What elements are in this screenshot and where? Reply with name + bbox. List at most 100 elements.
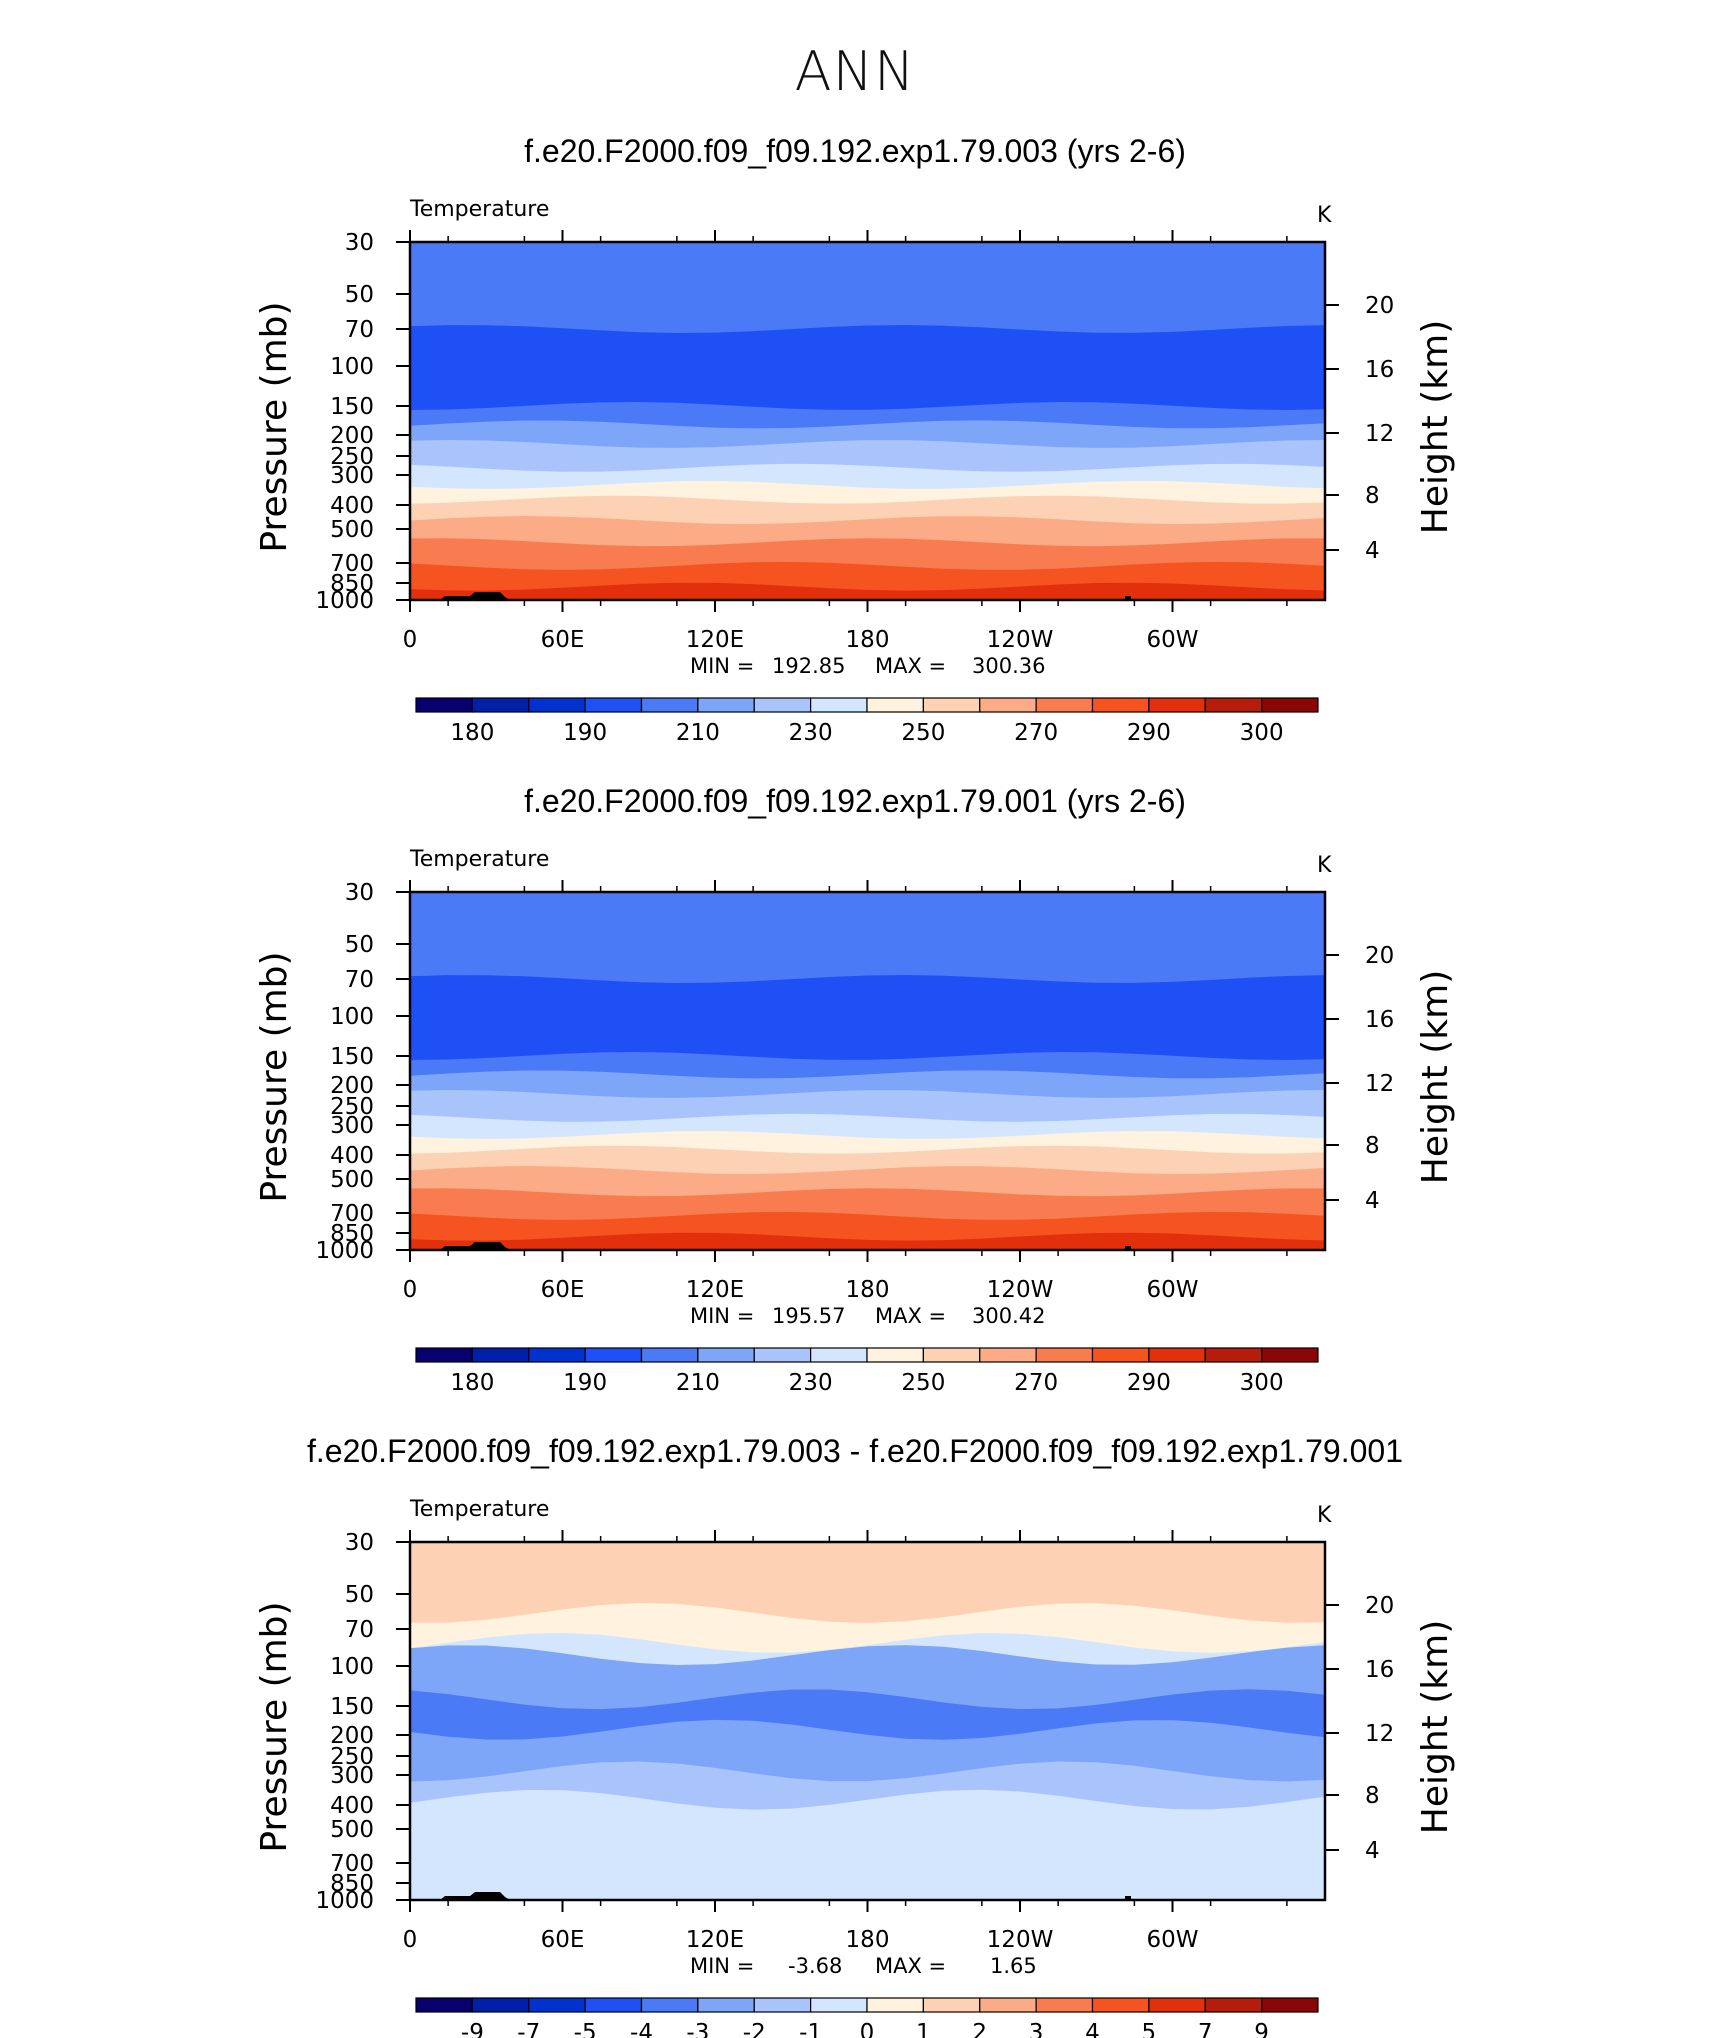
min-label: MIN = (690, 1954, 754, 1978)
colorbar-box (415, 697, 473, 713)
y-tick-label: 70 (345, 967, 374, 993)
y-tick-label: 500 (330, 517, 374, 543)
x-tick-label: 60W (1146, 1927, 1198, 1953)
colorbar-label: 180 (450, 720, 494, 746)
height-tick-label: 12 (1365, 1721, 1394, 1747)
chart-panel-1: f.e20.F2000.f09_f09.192.exp1.79.003 (yrs… (254, 133, 1456, 746)
height-tick-label: 16 (1365, 357, 1394, 383)
colorbar-box (528, 1997, 586, 2013)
colorbar-label: -4 (630, 2020, 653, 2038)
min-value: -3.68 (788, 1954, 842, 1978)
colorbar-box (1261, 697, 1319, 713)
panel-title: f.e20.F2000.f09_f09.192.exp1.79.003 - f.… (307, 1433, 1403, 1469)
topography (440, 1892, 510, 1900)
colorbar-box (1261, 1997, 1319, 2013)
height-tick-label: 4 (1365, 1188, 1380, 1214)
max-value: 1.65 (990, 1954, 1037, 1978)
y-tick-label: 1000 (315, 588, 374, 614)
y-tick-label: 70 (345, 1617, 374, 1643)
colorbar-box (697, 697, 755, 713)
y-tick-label: 300 (330, 1763, 374, 1789)
y-tick-label: 850 (330, 1221, 374, 1247)
colorbar-box (584, 697, 643, 713)
y-axis-title: Pressure (mb) (254, 1601, 295, 1852)
contour-field (410, 242, 1325, 600)
height-tick-label: 20 (1365, 943, 1394, 969)
colorbar-box (1035, 1347, 1094, 1363)
colorbar-box (810, 1347, 868, 1363)
colorbar-box (471, 697, 530, 713)
colorbar-box (528, 1347, 586, 1363)
y-tick-label: 700 (330, 551, 374, 577)
colorbar-label: -7 (517, 2020, 540, 2038)
colorbar-box (1035, 1997, 1094, 2013)
colorbar-box (1148, 697, 1206, 713)
min-value: 192.85 (772, 654, 845, 678)
x-tick-label: 0 (403, 627, 418, 653)
x-tick-label: 60E (541, 1277, 585, 1303)
colorbar-box (866, 1997, 924, 2013)
max-label: MAX = (875, 1954, 946, 1978)
x-tick-label: 180 (846, 1277, 890, 1303)
y-tick-label: 700 (330, 1201, 374, 1227)
colorbar-box (471, 1347, 530, 1363)
y-axis-title-right: Height (km) (1415, 320, 1456, 534)
y-tick-label: 300 (330, 1113, 374, 1139)
panel-title: f.e20.F2000.f09_f09.192.exp1.79.001 (yrs… (524, 783, 1186, 819)
max-value: 300.36 (972, 654, 1045, 678)
colorbar-box (584, 1347, 643, 1363)
max-value: 300.42 (972, 1304, 1045, 1328)
y-tick-label: 1000 (315, 1238, 374, 1264)
colorbar-box (697, 1347, 755, 1363)
y-tick-label: 250 (330, 1744, 374, 1770)
colorbar-box (922, 697, 981, 713)
colorbar-label: 250 (901, 720, 945, 746)
height-tick-label: 20 (1365, 1593, 1394, 1619)
height-tick-label: 8 (1365, 1783, 1380, 1809)
y-axis-title-right: Height (km) (1415, 1620, 1456, 1834)
y-tick-label: 500 (330, 1167, 374, 1193)
colorbar-box (810, 697, 868, 713)
y-axis-title: Pressure (mb) (254, 301, 295, 552)
topography (1125, 1246, 1131, 1250)
height-tick-label: 4 (1365, 538, 1380, 564)
figure-title: ANN (794, 40, 916, 103)
colorbar-box (810, 1997, 868, 2013)
colorbar-box (640, 697, 699, 713)
colorbar-box (1091, 1347, 1150, 1363)
colorbar-label: 2 (972, 2020, 987, 2038)
colorbar-box (1091, 1997, 1150, 2013)
x-tick-label: 0 (403, 1927, 418, 1953)
height-tick-label: 8 (1365, 483, 1380, 509)
x-tick-label: 120W (987, 627, 1054, 653)
x-tick-label: 180 (846, 1927, 890, 1953)
y-tick-label: 70 (345, 317, 374, 343)
colorbar-box (640, 1347, 699, 1363)
y-tick-label: 150 (330, 1694, 374, 1720)
contour-field (410, 1542, 1325, 1900)
colorbar-label: 290 (1127, 1370, 1171, 1396)
max-label: MAX = (875, 654, 946, 678)
colorbar-box (528, 697, 586, 713)
panel-title: f.e20.F2000.f09_f09.192.exp1.79.003 (yrs… (524, 133, 1186, 169)
colorbar-box (1148, 1347, 1206, 1363)
height-tick-label: 16 (1365, 1007, 1394, 1033)
colorbar-label: 190 (563, 720, 607, 746)
colorbar-label: 5 (1142, 2020, 1157, 2038)
colorbar-label: 180 (450, 1370, 494, 1396)
x-tick-label: 120W (987, 1927, 1054, 1953)
x-tick-label: 180 (846, 627, 890, 653)
field-label: Temperature (409, 1497, 549, 1522)
y-tick-label: 1000 (315, 1888, 374, 1914)
min-label: MIN = (690, 1304, 754, 1328)
colorbar-label: 230 (789, 1370, 833, 1396)
y-tick-label: 850 (330, 1871, 374, 1897)
units-label: K (1317, 853, 1332, 878)
colorbar-label: 210 (676, 720, 720, 746)
y-tick-label: 250 (330, 444, 374, 470)
colorbar-box (640, 1997, 699, 2013)
height-tick-label: 4 (1365, 1838, 1380, 1864)
chart-panel-3: f.e20.F2000.f09_f09.192.exp1.79.003 - f.… (254, 1433, 1456, 2038)
y-tick-label: 50 (345, 282, 374, 308)
